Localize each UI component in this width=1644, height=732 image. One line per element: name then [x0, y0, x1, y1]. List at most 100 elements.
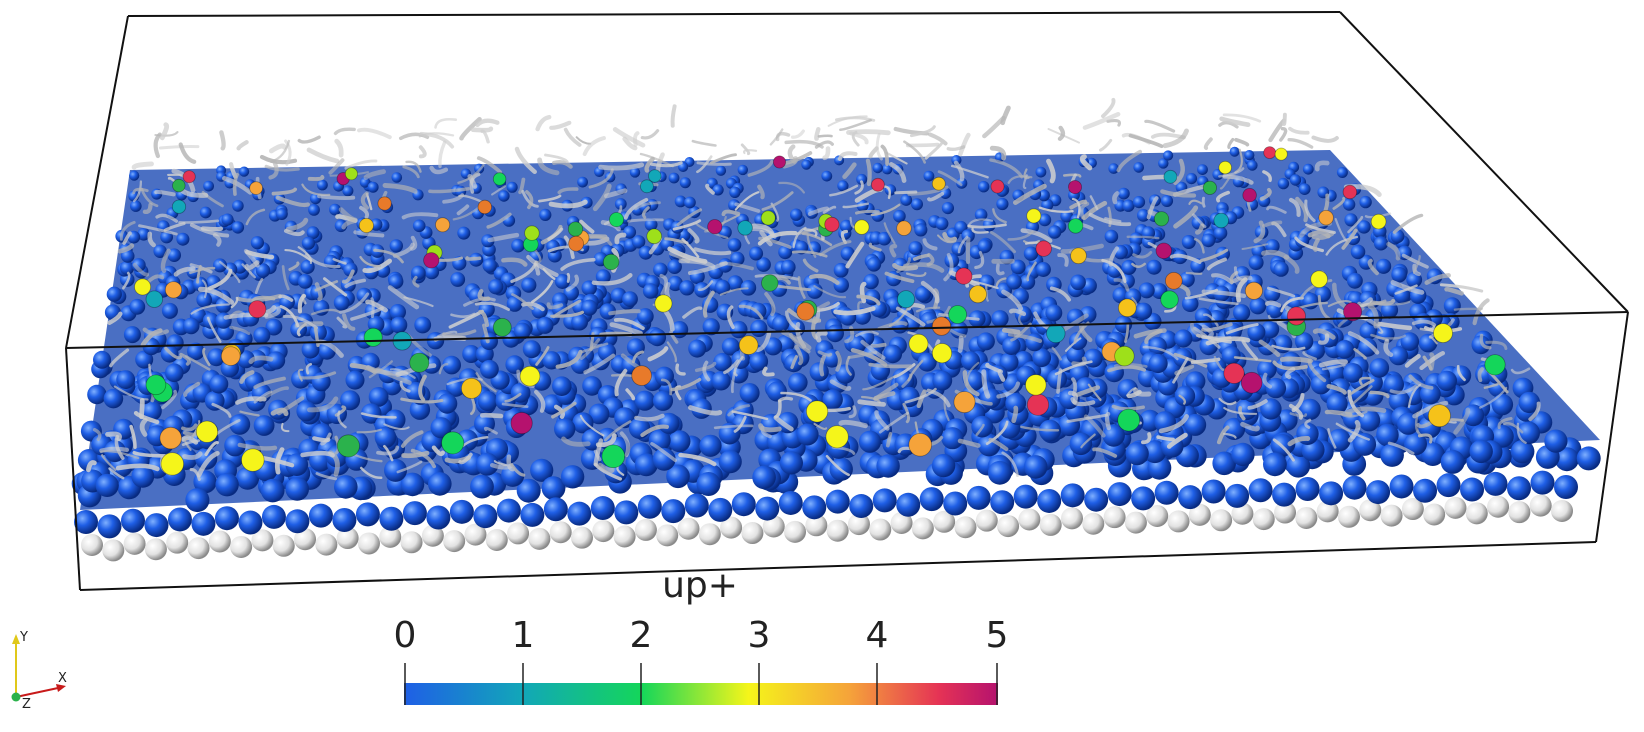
vortex-tube: [1201, 324, 1214, 339]
colored-particle: [1484, 354, 1506, 376]
vortex-tube: [109, 348, 130, 368]
bounding-box: [65, 11, 1629, 349]
vortex-tube: [1193, 326, 1221, 349]
vortex-tube: [1266, 286, 1296, 298]
vortex-tube: [579, 219, 595, 234]
bed-sphere: [714, 279, 731, 295]
vortex-tube: [161, 389, 178, 410]
bed-sphere: [764, 337, 783, 356]
bed-sphere: [614, 500, 639, 525]
bed-sphere: [1002, 336, 1021, 355]
bed-sphere: [1491, 393, 1514, 416]
vortex-tube: [1156, 435, 1175, 442]
vortex-tube: [1216, 190, 1230, 203]
vortex-tube: [285, 217, 309, 232]
vortex-tube: [434, 117, 458, 129]
vortex-tube: [1456, 365, 1466, 382]
vortex-tube: [773, 415, 794, 432]
bed-sphere: [552, 376, 572, 397]
vortex-tube: [207, 268, 233, 291]
vortex-tube: [835, 350, 842, 372]
vortex-tube: [1327, 428, 1337, 449]
bed-sphere: [1122, 199, 1135, 212]
bed-sphere: [390, 316, 408, 334]
colored-particle: [707, 219, 723, 235]
vortex-tube: [230, 296, 239, 309]
bed-sphere: [516, 478, 541, 503]
vortex-tube: [1001, 289, 1024, 311]
bottom-sphere: [421, 524, 444, 547]
vortex-tube: [803, 228, 818, 237]
bed-sphere: [715, 165, 727, 176]
bottom-sphere: [1508, 501, 1531, 524]
bed-sphere: [1389, 474, 1414, 499]
vortex-tube: [204, 440, 219, 457]
bed-sphere: [265, 318, 283, 336]
bed-sphere: [822, 389, 843, 410]
vortex-tube: [641, 206, 650, 219]
vortex-tube: [189, 468, 201, 481]
vortex-tube: [101, 454, 117, 471]
vortex-tube: [837, 151, 858, 161]
bed-sphere: [978, 181, 990, 193]
vortex-tube: [1448, 418, 1464, 423]
vortex-tube: [958, 132, 971, 157]
vortex-tube: [510, 463, 526, 477]
vortex-tube: [1497, 417, 1513, 430]
bottom-sphere: [890, 511, 913, 534]
bed-sphere: [1023, 246, 1039, 261]
bed-sphere: [1138, 282, 1155, 299]
vortex-tube: [754, 274, 800, 281]
bed-sphere: [835, 364, 855, 384]
bed-sphere: [654, 366, 675, 386]
bed-sphere: [123, 326, 141, 344]
vortex-tube: [241, 263, 256, 279]
vortex-tube: [189, 263, 213, 274]
bed-sphere: [1366, 480, 1391, 505]
vortex-tube: [953, 160, 965, 182]
vortex-tube: [1051, 346, 1063, 361]
bed-sphere: [426, 505, 451, 530]
vortex-tube: [1169, 253, 1202, 264]
vortex-tube: [847, 350, 878, 359]
bed-sphere: [588, 403, 610, 425]
vortex-tube: [1311, 231, 1335, 240]
colored-particle: [145, 290, 164, 308]
vortex-tube: [442, 329, 477, 337]
vortex-tube: [1082, 112, 1121, 130]
bed-sphere: [411, 265, 426, 281]
vortex-tube: [912, 253, 930, 261]
vortex-tube: [1234, 137, 1250, 147]
bed-sphere: [97, 514, 122, 539]
colored-particle: [1274, 147, 1288, 161]
vortex-tube: [989, 230, 1016, 254]
colored-particle: [1244, 281, 1263, 300]
vortex-tube: [359, 205, 370, 219]
vortex-tube: [1340, 410, 1368, 418]
vortex-tube: [456, 204, 470, 216]
bed-sphere: [796, 423, 819, 446]
vortex-tube: [264, 164, 300, 172]
vortex-tube: [131, 161, 154, 170]
vortex-tube: [631, 350, 645, 364]
bottom-sphere: [144, 538, 167, 561]
colored-particle: [519, 365, 541, 387]
colored-particle: [1025, 374, 1047, 396]
vortex-tube: [1347, 419, 1361, 443]
vortex-tube: [1422, 355, 1433, 371]
vortex-tube: [237, 442, 278, 451]
vortex-tube: [341, 218, 356, 230]
colored-particle: [409, 352, 430, 373]
vortex-tube: [660, 378, 673, 396]
vortex-tube: [437, 330, 458, 338]
bed-sphere: [462, 345, 481, 363]
vortex-tube: [1241, 243, 1269, 250]
colorbar-tick-5: 5: [985, 615, 1009, 656]
bed-sphere: [329, 203, 341, 216]
bottom-sphere: [1274, 501, 1297, 524]
vortex-tube: [829, 379, 852, 391]
bed-sphere: [1383, 374, 1405, 395]
vortex-tube: [877, 321, 908, 331]
vortex-tube: [317, 194, 356, 200]
vortex-tube: [1011, 405, 1019, 424]
